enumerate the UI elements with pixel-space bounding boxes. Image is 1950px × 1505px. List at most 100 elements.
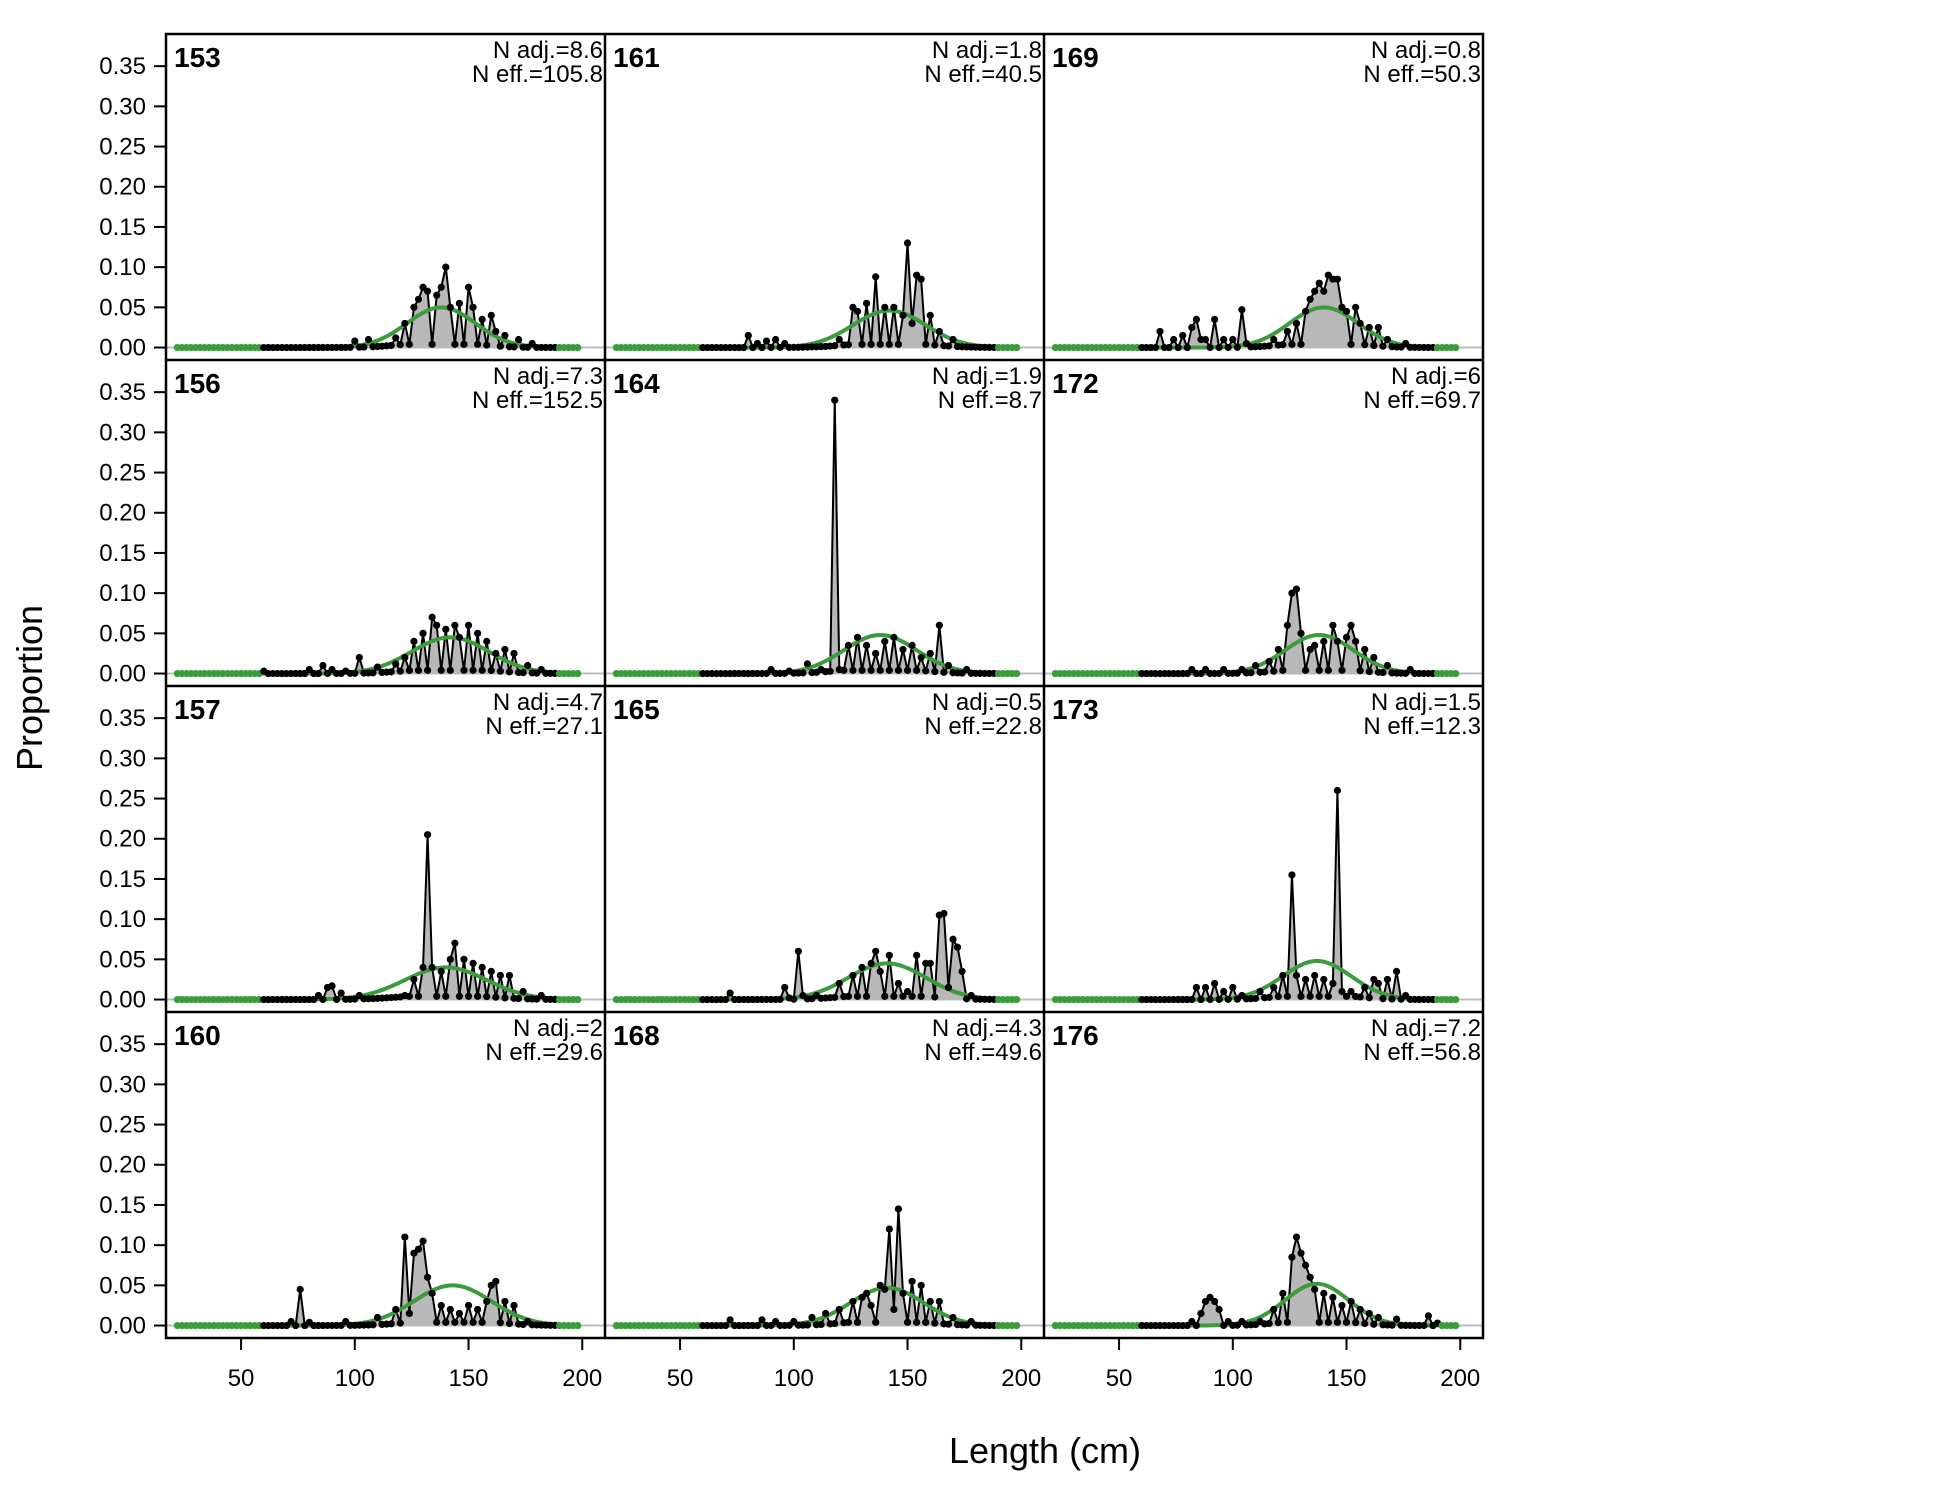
observed-point [1356, 667, 1364, 675]
y-tick-label: 0.30 [99, 1071, 146, 1098]
y-axis-title: Proportion [9, 605, 50, 771]
observed-point [1265, 1319, 1273, 1328]
observed-point [844, 1318, 852, 1326]
observed-point [881, 1285, 889, 1293]
n-eff-label: N eff.=29.6 [485, 1039, 603, 1066]
observed-point [835, 1305, 843, 1314]
observed-point [931, 993, 939, 1001]
y-tick-label: 0.20 [99, 500, 146, 527]
observed-point [519, 987, 527, 996]
observed-point [1306, 992, 1314, 1000]
observed-point [1013, 343, 1021, 352]
observed-point [1342, 1318, 1351, 1326]
observed-point [455, 1309, 464, 1318]
observed-point [913, 666, 921, 674]
y-tick-label: 0.05 [99, 1272, 146, 1299]
observed-point [917, 653, 925, 662]
observed-point [451, 1318, 459, 1326]
observed-point [758, 1316, 766, 1324]
panel-156: 156 N adj.=7.3N eff.=152.5 [166, 363, 605, 678]
observed-point [1338, 987, 1346, 996]
observed-point [1315, 666, 1323, 674]
observed-point [1297, 340, 1305, 348]
observed-point [433, 992, 441, 1000]
observed-point [853, 992, 862, 1000]
observed-point [872, 947, 880, 955]
observed-point [899, 992, 907, 1000]
observed-point [831, 342, 839, 350]
observed-point [505, 1319, 514, 1328]
observed-point [894, 979, 903, 988]
expected-line [616, 308, 1017, 350]
observed-point [849, 666, 857, 674]
observed-point [514, 335, 523, 344]
observed-area [616, 1208, 1017, 1326]
observed-point [483, 637, 491, 645]
panel-168: 168 N adj.=4.3N eff.=49.6 [605, 1015, 1044, 1330]
observed-point [1379, 995, 1387, 1003]
observed-point [505, 668, 514, 676]
observed-point [1374, 979, 1382, 988]
observed-point [392, 660, 400, 668]
observed-point [387, 1320, 395, 1328]
observed-point [1297, 992, 1305, 1000]
observed-point [890, 1305, 898, 1314]
panel-label: 176 [1052, 1020, 1099, 1051]
observed-point [464, 992, 473, 1000]
observed-point [831, 396, 839, 404]
observed-point [428, 1289, 436, 1297]
observed-point [867, 959, 875, 967]
observed-point [790, 995, 798, 1003]
observed-point [903, 987, 912, 996]
observed-point [410, 975, 418, 984]
observed-point [908, 319, 916, 328]
y-tick-label: 0.10 [99, 906, 146, 933]
expected-line [616, 1285, 1017, 1328]
y-tick-label: 0.20 [99, 174, 146, 201]
observed-point [931, 341, 939, 349]
observed-point [935, 327, 943, 336]
observed-point [1292, 319, 1301, 328]
x-axis: 50 100 150 200 50 100 150 200 50 100 150 200 [228, 1338, 1480, 1392]
observed-point [355, 653, 363, 662]
observed-point [881, 637, 889, 645]
observed-point [862, 1289, 871, 1297]
observed-point [414, 1245, 423, 1253]
observed-point [1383, 335, 1392, 344]
observed-point [922, 1318, 930, 1326]
observed-point [903, 666, 912, 674]
expected-line [177, 965, 578, 1002]
y-tick-label: 0.30 [99, 745, 146, 772]
observed-point [1224, 343, 1232, 352]
observed-point [1333, 1318, 1342, 1326]
observed-point [387, 668, 395, 676]
expected-line [1055, 305, 1456, 350]
observed-area [177, 834, 578, 1000]
observed-point [1265, 657, 1273, 666]
observed-point [949, 335, 957, 344]
observed-point [1174, 343, 1182, 352]
observed-point [1279, 1289, 1287, 1297]
observed-point [849, 971, 857, 980]
observed-point [442, 625, 450, 633]
observed-point [469, 1318, 477, 1326]
observed-point [414, 666, 423, 674]
observed-point [944, 1320, 953, 1328]
observed-point [446, 955, 454, 963]
y-tick-label: 0.15 [99, 1192, 146, 1219]
observed-point [1301, 975, 1310, 984]
observed-point [853, 633, 862, 641]
observed-point [423, 1273, 432, 1281]
observed-point [817, 1320, 825, 1329]
x-tick-label: 100 [774, 1365, 814, 1392]
observed-point [319, 661, 327, 670]
observed-point [922, 340, 930, 348]
observed-point [1274, 645, 1282, 654]
observed-point [1347, 1297, 1355, 1306]
x-tick-label: 100 [1213, 1365, 1253, 1392]
n-adj-label: N adj.=1.5 [1371, 689, 1481, 716]
observed-line [177, 834, 578, 1002]
observed-point [1311, 287, 1319, 295]
observed-point [410, 303, 418, 311]
panel-161: 161 N adj.=1.8N eff.=40.5 [605, 37, 1044, 352]
